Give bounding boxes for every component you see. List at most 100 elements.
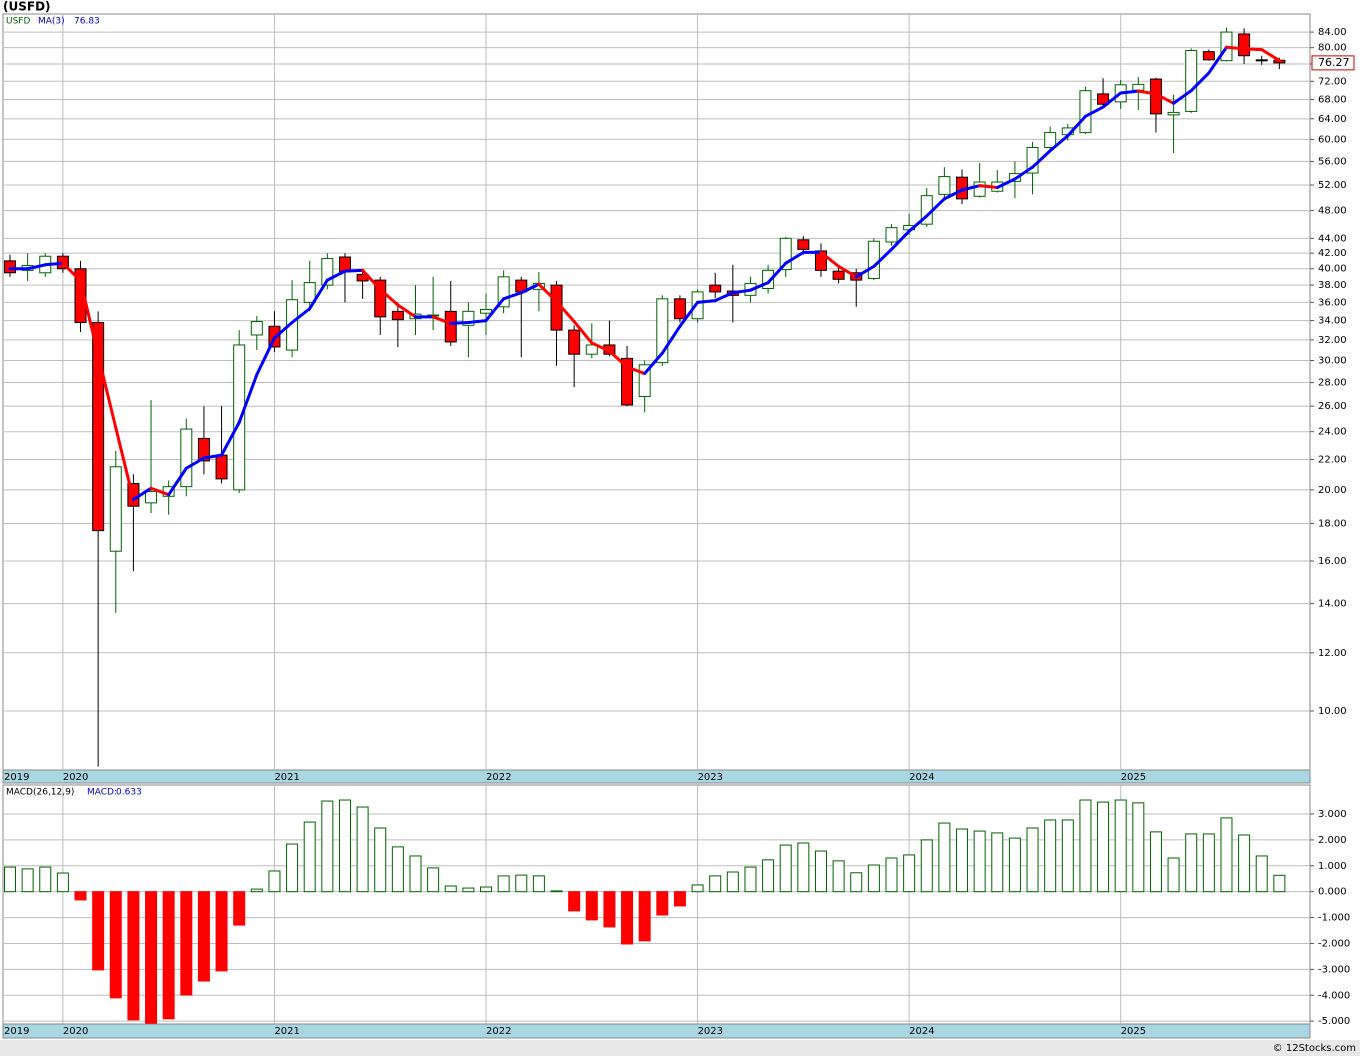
macd-bar: [779, 844, 792, 893]
candle-body: [444, 310, 457, 343]
candle-body: [92, 321, 105, 532]
x-tick-label: 2019: [4, 1026, 29, 1037]
ma-segment: [854, 264, 876, 279]
ma-segment: [466, 319, 488, 324]
macd-bar: [1079, 799, 1092, 893]
ma-segment: [325, 269, 347, 282]
candle-body: [497, 276, 510, 308]
y-tick-label: 22.00: [1318, 454, 1347, 465]
y-tick-label: 30.00: [1318, 356, 1347, 367]
date-band: [2, 769, 1311, 784]
ma-segment: [1101, 91, 1123, 109]
candle-body: [709, 284, 722, 293]
macd-bar: [603, 891, 616, 928]
macd-bar: [1202, 833, 1215, 893]
ma-segment: [1260, 48, 1281, 63]
ma-segment: [890, 229, 911, 251]
macd-bar: [21, 868, 34, 893]
ma-segment: [1083, 105, 1105, 118]
ma-segment: [784, 250, 805, 265]
macd-bar: [726, 871, 739, 893]
macd-bar: [885, 857, 898, 893]
ma-segment: [766, 261, 788, 285]
macd-bar: [744, 866, 757, 893]
ma-segment: [590, 341, 611, 353]
macd-bar: [338, 799, 351, 893]
ma-segment: [396, 303, 417, 319]
footer-credit: © 12Stocks.com: [1273, 1043, 1356, 1054]
macd-bar: [621, 891, 634, 945]
date-band: [2, 1023, 1311, 1039]
ma-segment: [625, 365, 647, 376]
macd-bar: [691, 884, 704, 893]
candle-body: [762, 269, 775, 289]
y-tick-label: 24.00: [1318, 427, 1347, 438]
macd-bar: [568, 891, 581, 912]
macd-bar: [1061, 819, 1074, 893]
ma-segment: [484, 297, 506, 323]
macd-bar: [268, 870, 281, 893]
macd-bar: [973, 830, 986, 893]
candle-body: [1097, 93, 1110, 105]
ma-segment: [960, 184, 982, 192]
ma-segment: [942, 188, 964, 201]
y-tick-label: -1.000: [1318, 913, 1350, 924]
ma-segment: [678, 300, 700, 328]
macd-bar: [215, 891, 228, 972]
candle-body: [779, 237, 792, 271]
y-tick-label: 26.00: [1318, 401, 1347, 412]
macd-bar: [762, 859, 775, 893]
macd-legend: MACD:: [87, 788, 117, 798]
ma-segment: [167, 466, 188, 497]
macd-bar: [814, 850, 827, 893]
macd-bar: [1238, 834, 1251, 893]
macd-bar: [903, 854, 916, 893]
ma-segment: [114, 426, 135, 502]
candle-body: [480, 309, 493, 314]
macd-title: MACD(26,12,9): [6, 788, 74, 798]
y-tick-label: -5.000: [1318, 1016, 1350, 1027]
candle-body: [832, 270, 845, 280]
macd-bar: [92, 891, 105, 971]
candle-body: [1132, 83, 1145, 91]
ma-segment: [837, 264, 858, 279]
legend-ma: MA(3): [38, 17, 65, 27]
macd-bar: [39, 866, 52, 893]
macd-bar: [162, 891, 175, 1020]
macd-bar: [462, 887, 475, 893]
macd-bar: [197, 891, 210, 982]
ma-segment: [272, 320, 294, 340]
macd-bar: [673, 891, 686, 907]
candle-body: [867, 240, 880, 279]
macd-bar: [1008, 837, 1021, 893]
ma-segment: [1224, 45, 1246, 51]
candle-body: [656, 298, 669, 364]
page-title: (USFD): [3, 0, 51, 14]
macd-bar: [867, 864, 880, 893]
macd-bar: [709, 875, 722, 893]
ma-segment: [607, 349, 629, 369]
ma-segment: [907, 214, 929, 233]
y-tick-label: 32.00: [1318, 335, 1347, 346]
ma-segment: [449, 320, 470, 325]
y-tick-label: 20.00: [1318, 485, 1347, 496]
ma-segment: [220, 421, 241, 457]
candle-body: [1202, 51, 1215, 61]
macd-bar: [374, 827, 387, 893]
macd-bar: [444, 885, 457, 893]
y-tick-label: 42.00: [1318, 248, 1347, 259]
x-tick-label: 2022: [486, 772, 511, 783]
y-tick-label: 16.00: [1318, 556, 1347, 567]
macd-bar: [1097, 801, 1110, 893]
x-tick-label: 2025: [1121, 772, 1146, 783]
candle-body: [1044, 132, 1057, 148]
ma-segment: [502, 291, 523, 301]
x-tick-label: 2022: [486, 1026, 511, 1037]
legend-symbol: USFD: [6, 17, 30, 27]
y-tick-label: 14.00: [1318, 599, 1347, 610]
y-tick-label: 72.00: [1318, 76, 1347, 87]
ma-segment: [361, 268, 382, 291]
y-tick-label: 84.00: [1318, 27, 1347, 38]
ma-segment: [1154, 92, 1176, 105]
